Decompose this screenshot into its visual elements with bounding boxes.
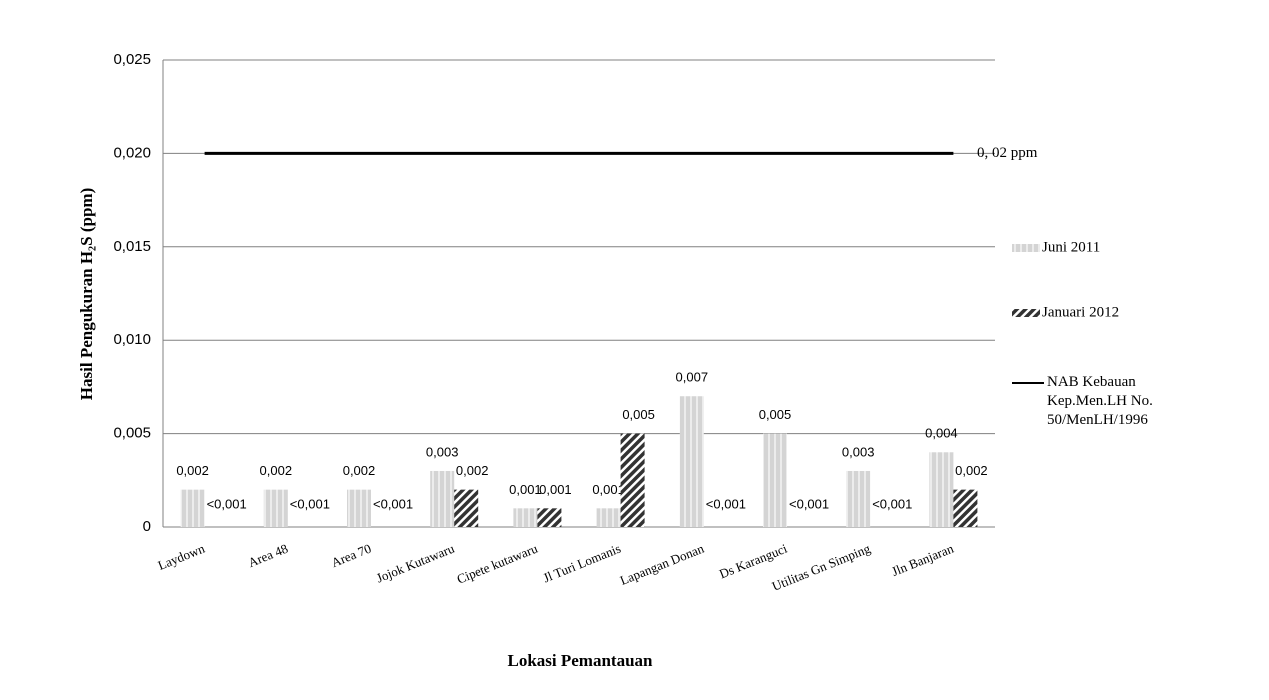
data-label: 0,005 — [622, 407, 655, 422]
data-label: 0,001 — [539, 482, 572, 497]
data-label: 0,002 — [176, 463, 209, 478]
bar — [953, 489, 978, 527]
data-label: 0,003 — [842, 444, 875, 459]
data-label: 0,003 — [426, 444, 459, 459]
x-tick-label: Jln Banjaran — [889, 540, 956, 579]
data-label: 0,002 — [343, 463, 376, 478]
y-tick-label: 0,010 — [113, 331, 151, 348]
bar — [513, 508, 538, 527]
x-tick-label: Area 48 — [246, 541, 290, 570]
data-label: 0,002 — [456, 463, 489, 478]
data-label: 0,001 — [509, 482, 542, 497]
data-label: 0,002 — [955, 463, 988, 478]
x-axis-title: Lokasi Pemantauan — [508, 651, 654, 670]
data-label: 0,001 — [592, 482, 625, 497]
data-label: <0,001 — [706, 496, 746, 511]
legend-label: NAB Kebauan Kep.Men.LH No. 50/MenLH/1996 — [1047, 374, 1153, 428]
y-tick-label: 0 — [143, 518, 151, 535]
annotation: 0, 02 ppm — [977, 145, 1038, 161]
bar — [620, 433, 645, 527]
bar — [263, 489, 288, 527]
data-label: <0,001 — [290, 496, 330, 511]
x-tick-label: Jl Turi Lomanis — [541, 541, 623, 586]
x-tick-label: Jojok Kutawaru — [374, 540, 457, 585]
y-tick-label: 0,015 — [113, 238, 151, 255]
data-label: 0,002 — [260, 463, 293, 478]
bar — [180, 489, 205, 527]
bar — [347, 489, 371, 527]
x-tick-label: Area 70 — [329, 541, 373, 570]
y-axis-title: Hasil Pengukuran H₂S (ppm) — [77, 188, 96, 400]
legend-label: Januari 2012 — [1042, 304, 1119, 320]
legend-swatch — [1012, 309, 1040, 317]
data-label: <0,001 — [373, 496, 413, 511]
y-tick-label: 0,025 — [113, 51, 151, 68]
data-label: <0,001 — [207, 496, 247, 511]
bar — [596, 508, 621, 527]
data-label: <0,001 — [872, 496, 912, 511]
data-label: 0,007 — [676, 370, 709, 385]
bar — [846, 470, 871, 527]
y-tick-label: 0,005 — [113, 425, 151, 442]
legend-label: Juni 2011 — [1042, 239, 1100, 255]
x-tick-label: Cipete kutawaru — [455, 540, 540, 586]
data-label: <0,001 — [789, 496, 829, 511]
x-tick-label: Lapangan Donan — [618, 540, 707, 587]
x-tick-label: Laydown — [156, 540, 208, 572]
bar — [763, 433, 787, 527]
bar — [679, 396, 704, 527]
bar — [929, 452, 954, 527]
legend-swatch — [1012, 244, 1040, 252]
bar — [454, 489, 479, 527]
y-tick-label: 0,020 — [113, 144, 151, 161]
data-label: 0,005 — [759, 407, 792, 422]
data-label: 0,004 — [925, 426, 958, 441]
bar — [537, 508, 562, 527]
bar — [430, 470, 455, 527]
